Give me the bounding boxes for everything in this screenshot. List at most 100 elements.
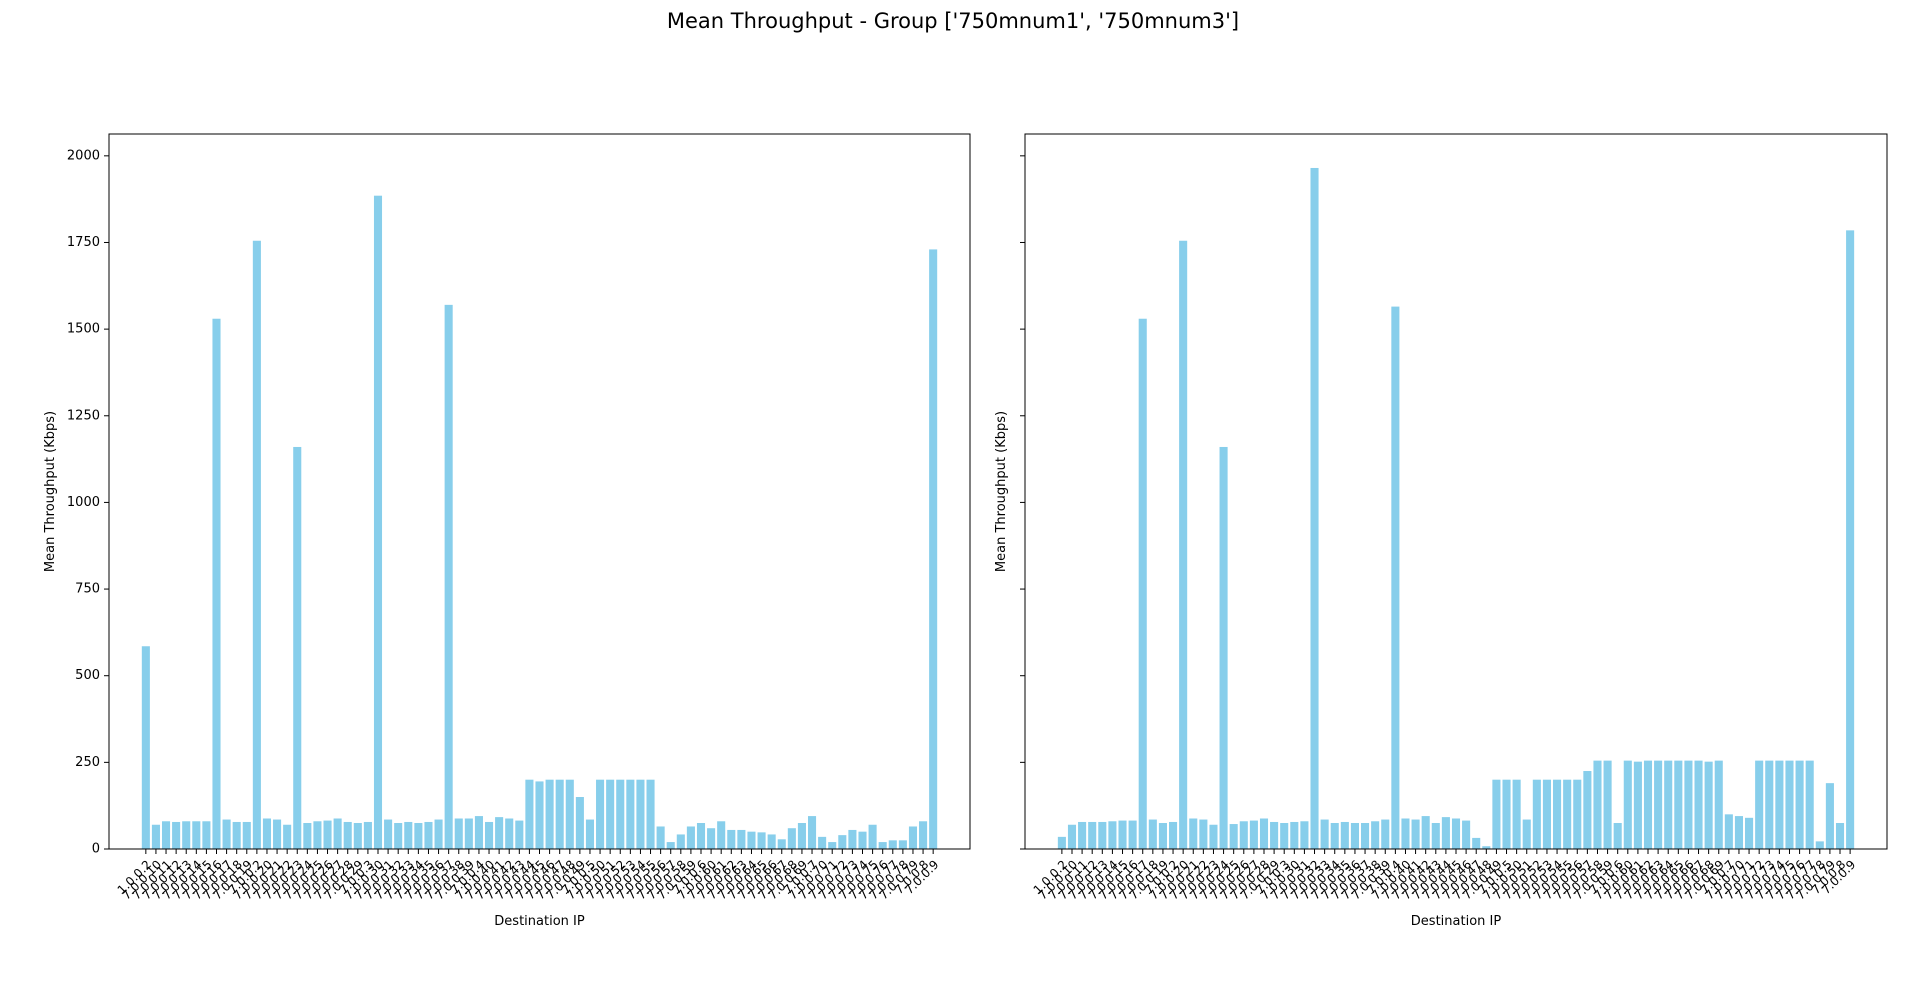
bar — [1492, 779, 1501, 849]
bar — [898, 840, 907, 849]
y-tick-label: 0 — [92, 842, 100, 857]
bar — [1411, 819, 1420, 849]
bar — [1553, 779, 1562, 849]
bar — [585, 819, 595, 849]
bar — [818, 836, 827, 849]
bar — [1613, 823, 1622, 849]
bar — [1522, 819, 1531, 849]
bar — [656, 826, 665, 849]
bar — [1714, 760, 1723, 849]
bar — [1542, 779, 1551, 849]
bar — [848, 829, 857, 849]
bar — [515, 820, 524, 849]
bar — [1694, 760, 1703, 849]
y-tick-label: 500 — [75, 668, 100, 683]
bar — [1563, 779, 1572, 849]
y-tick-label: 1500 — [67, 322, 100, 337]
bar — [474, 816, 483, 849]
bar — [1158, 823, 1167, 849]
bar — [1654, 760, 1663, 849]
bar — [1371, 821, 1380, 849]
bar — [1108, 821, 1117, 849]
y-tick-label: 1750 — [67, 235, 100, 250]
bar — [1148, 819, 1157, 849]
bar — [747, 831, 756, 849]
bar — [202, 821, 211, 849]
bar — [1785, 760, 1794, 849]
bar — [444, 304, 453, 849]
bar — [464, 818, 473, 849]
bar — [1603, 760, 1612, 849]
bar — [696, 823, 706, 849]
bar — [606, 779, 615, 849]
bar — [1249, 820, 1258, 849]
bar — [919, 821, 928, 849]
bar — [1138, 318, 1147, 850]
bar — [1229, 824, 1238, 849]
bar — [1451, 818, 1461, 849]
bar — [596, 779, 605, 849]
bar — [212, 318, 221, 850]
bar — [283, 824, 292, 849]
bar — [626, 779, 635, 849]
bar — [676, 834, 685, 849]
bar — [222, 819, 231, 849]
bar — [1219, 446, 1228, 849]
bar — [777, 839, 786, 849]
bar — [636, 779, 645, 849]
bar — [363, 821, 372, 849]
bar — [333, 818, 342, 849]
x-axis-label: Destination IP — [1411, 914, 1502, 929]
bar — [1775, 760, 1784, 849]
bar — [172, 821, 181, 849]
bar — [717, 821, 726, 849]
bar — [1118, 820, 1127, 849]
y-axis-label: Mean Throughput (Kbps) — [43, 411, 58, 572]
bar — [1643, 760, 1653, 849]
bar — [888, 840, 897, 849]
y-tick-label: 750 — [75, 582, 100, 597]
bar — [161, 821, 171, 849]
bar — [1502, 779, 1511, 849]
y-tick-label: 2000 — [67, 148, 100, 163]
bar — [313, 821, 322, 849]
bar — [858, 831, 867, 849]
bar — [373, 195, 383, 849]
bar — [404, 821, 413, 849]
bar — [1128, 820, 1137, 849]
y-tick-label: 1000 — [67, 495, 100, 510]
bar — [555, 779, 564, 849]
bar — [1724, 814, 1733, 849]
bar — [1684, 760, 1693, 849]
bar — [414, 823, 423, 849]
bar — [141, 646, 150, 849]
bar — [394, 823, 403, 849]
bar — [908, 826, 918, 849]
bar — [293, 446, 302, 849]
bar — [1098, 821, 1107, 849]
bar — [1633, 761, 1642, 849]
bar — [1704, 761, 1713, 849]
bar — [1280, 823, 1289, 849]
bar — [262, 818, 272, 849]
bar — [1745, 817, 1754, 849]
bar — [1088, 821, 1097, 849]
bar — [1078, 821, 1087, 849]
bar — [1421, 816, 1430, 849]
bar — [343, 821, 352, 849]
bar — [252, 240, 261, 850]
bar — [545, 779, 554, 849]
bar — [1795, 760, 1804, 849]
bar — [929, 249, 938, 850]
bar — [838, 835, 847, 849]
bar — [807, 816, 817, 849]
bar — [1199, 819, 1208, 849]
bar — [1441, 817, 1450, 849]
bar — [1664, 760, 1673, 849]
bar — [727, 829, 736, 849]
bar — [1169, 821, 1178, 849]
bar — [1825, 783, 1834, 849]
bar — [707, 828, 716, 849]
y-tick-label: 1250 — [67, 408, 100, 423]
